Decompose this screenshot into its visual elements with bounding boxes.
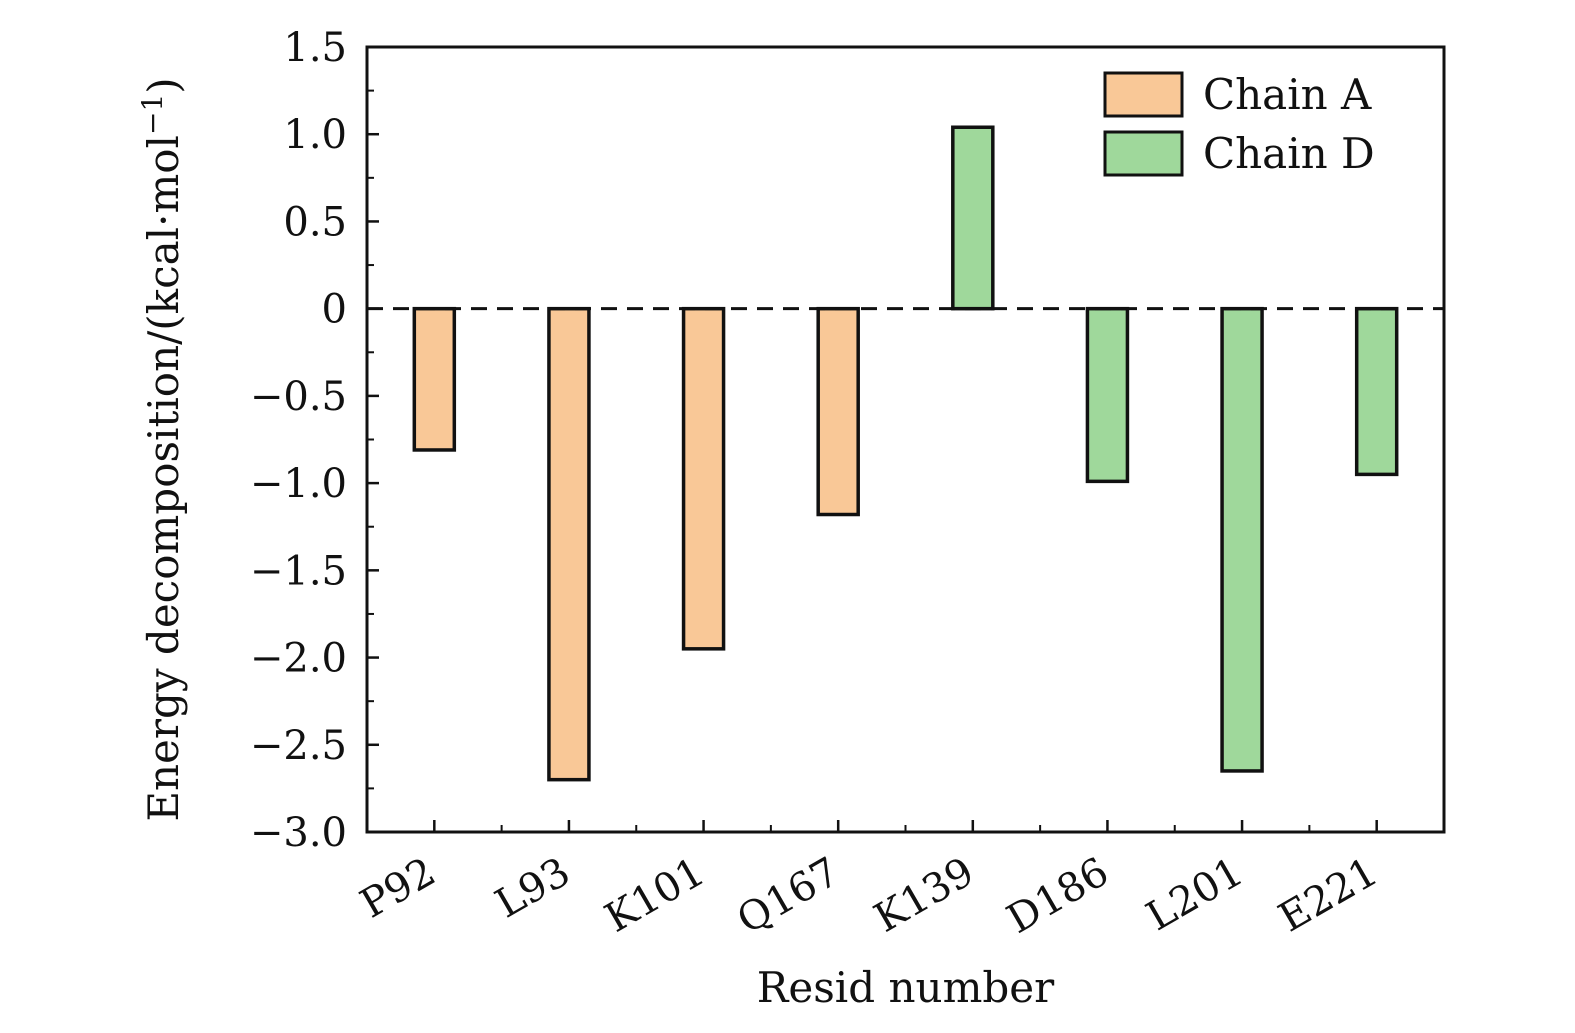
y-axis-title: Energy decomposition/(kcal·mol−1) [136, 77, 188, 821]
bar-l93 [547, 306, 591, 782]
legend-label-chain-d: Chain D [1203, 129, 1375, 178]
bar-d186 [1085, 306, 1130, 484]
y-tick-label: −0.5 [250, 374, 347, 420]
x-tick-label: Q167 [730, 849, 848, 943]
x-tick-label: E221 [1271, 849, 1385, 942]
y-tick-label: −1.0 [250, 461, 347, 507]
x-tick-label: K139 [867, 849, 982, 942]
y-axis: 1.5 1.0 0.5 0 −0.5 −1.0 −1.5 −2.0 −2.5 −3.0 [250, 25, 379, 856]
x-tick-label: D186 [1000, 849, 1117, 943]
y-tick-label: −2.5 [250, 723, 347, 769]
y-tick-label: 1.0 [283, 112, 347, 158]
x-tick-label: L93 [488, 849, 578, 928]
legend-label-chain-a: Chain A [1203, 70, 1372, 119]
bar-k101 [681, 306, 726, 651]
y-tick-label: 0 [322, 287, 347, 333]
x-tick-label: K101 [598, 849, 713, 942]
y-axis-title-superscript: −1 [136, 94, 169, 135]
bar-p92 [412, 306, 457, 452]
legend-swatch-chain-d [1103, 130, 1184, 177]
y-tick-label: −3.0 [250, 810, 347, 856]
y-tick-label: 1.5 [283, 25, 347, 71]
y-axis-title-main: Energy decomposition/(kcal·mol [139, 135, 188, 822]
legend: Chain A Chain D [1103, 70, 1375, 178]
legend-swatch-chain-a [1103, 71, 1184, 118]
bar-q167 [816, 306, 860, 517]
y-tick-label: −1.5 [250, 548, 347, 594]
y-axis-title-close: ) [139, 77, 188, 93]
x-tick-label: L201 [1139, 849, 1251, 940]
bar-k139 [951, 125, 995, 311]
bar-l201 [1220, 306, 1264, 773]
y-tick-label: −2.0 [250, 636, 347, 682]
x-axis: P92 L93 K101 Q167 K139 D186 L201 E221 [353, 820, 1386, 943]
x-axis-title: Resid number [757, 963, 1055, 1012]
x-tick-label: P92 [353, 849, 443, 928]
y-tick-label: 0.5 [283, 199, 347, 245]
bars-layer [412, 125, 1399, 782]
bar-e221 [1354, 306, 1399, 477]
